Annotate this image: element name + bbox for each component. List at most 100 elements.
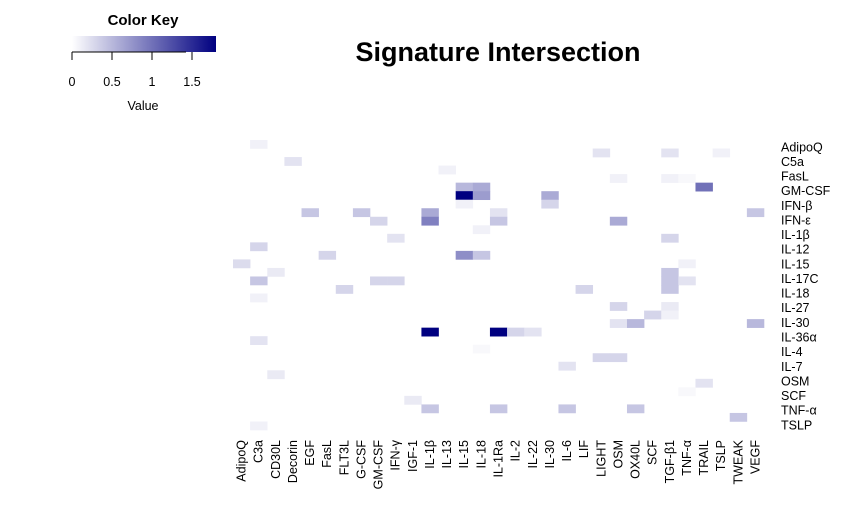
color-key-xlabel: Value [127, 99, 158, 113]
heatmap-cell [489, 327, 508, 337]
heatmap-cell [455, 182, 474, 192]
column-labels: AdipoQ C3a CD30L Decorin EGF FasL FLT3L G-CSF GM… [235, 439, 763, 489]
column-label: SCF [646, 440, 660, 465]
column-label: TGF-β1 [663, 440, 677, 483]
row-label: IL-27 [781, 301, 810, 315]
heatmap-cell [301, 208, 319, 218]
heatmap-cell [695, 182, 713, 192]
heatmap-cell [250, 242, 268, 252]
column-label: IL-1Ra [492, 440, 506, 478]
color-key-ticks: 0 0.5 1 1.5 [69, 52, 201, 89]
heatmap-cell [489, 216, 508, 226]
heatmap-cell [609, 353, 628, 363]
row-label: IL-36α [781, 331, 817, 345]
heatmap-cell [592, 148, 611, 158]
heatmap-cell [695, 378, 713, 388]
heatmap-cell [250, 336, 268, 346]
heatmap-cell [352, 208, 371, 218]
color-key-tick-label: 1.5 [183, 75, 200, 89]
heatmap-cell [421, 404, 439, 414]
column-label: IFN-γ [389, 439, 403, 470]
row-label: IL-12 [781, 243, 810, 257]
heatmap-cell [575, 285, 594, 294]
heatmap-cell [250, 293, 268, 303]
heatmap-cell [558, 404, 576, 414]
row-label: C5a [781, 155, 804, 169]
row-label: IL-4 [781, 345, 803, 359]
column-label: FasL [320, 440, 334, 468]
heatmap-cell [472, 225, 491, 235]
column-label: TWEAK [731, 439, 745, 484]
heatmap-cell [370, 276, 388, 286]
row-labels: AdipoQC5aFasLGM-CSFIFN-βIFN-εIL-1βIL-12I… [781, 140, 831, 432]
column-label: TRAIL [697, 440, 711, 475]
row-label: IL-15 [781, 257, 810, 271]
column-label: IL-6 [560, 440, 574, 462]
column-label: C3a [252, 440, 266, 463]
column-label: IL-22 [526, 440, 540, 469]
heatmap-cell [455, 250, 474, 260]
column-label: TSLP [714, 440, 728, 471]
heatmap-cell [729, 412, 748, 422]
heatmap-cell [267, 370, 285, 380]
heatmap-cell [472, 191, 491, 201]
heatmap-cell [661, 174, 679, 183]
column-label: IGF-1 [406, 440, 420, 472]
heatmap-cell [678, 259, 696, 269]
heatmap-cell [387, 276, 405, 286]
chart-title: Signature Intersection [355, 37, 640, 67]
heatmap-cell [746, 208, 765, 218]
heatmap-cell [678, 174, 696, 183]
row-label: TNF-α [781, 404, 817, 418]
heatmap-cell [661, 267, 679, 277]
heatmap-cell [284, 157, 302, 166]
column-label: OSM [611, 440, 625, 468]
row-label: IL-18 [781, 287, 810, 301]
heatmap-cell [661, 310, 679, 320]
color-key: Color Key 0 0.5 1 1.5 Value [69, 12, 216, 113]
color-key-tick-label: 1 [149, 75, 156, 89]
column-label: GM-CSF [372, 440, 386, 490]
heatmap-cell [609, 216, 628, 226]
heatmap-cell [370, 216, 388, 226]
row-label: IFN-β [781, 199, 813, 213]
row-label: TSLP [781, 418, 812, 432]
heatmap-cell [421, 216, 439, 226]
heatmap-cell [472, 344, 491, 354]
heatmap-cell [746, 319, 765, 328]
row-label: SCF [781, 389, 806, 403]
column-label: FLT3L [337, 440, 351, 475]
heatmap-cell [472, 250, 491, 260]
column-label: LIF [577, 440, 591, 458]
heatmap-cell [524, 327, 542, 337]
heatmap-cell [233, 259, 251, 269]
heatmap-cell [592, 353, 611, 363]
heatmap-cell [318, 250, 337, 260]
row-label: FasL [781, 170, 809, 184]
heatmap-cell [404, 395, 422, 405]
heatmap-cell [455, 191, 474, 201]
heatmap-cell [541, 199, 559, 209]
heatmap-cell [472, 182, 491, 192]
column-label: Decorin [286, 440, 300, 483]
column-label: IL-1β [423, 440, 437, 469]
heatmap-cell [609, 319, 628, 328]
row-label: IL-1β [781, 228, 810, 242]
row-label: IL-7 [781, 360, 803, 374]
heatmap-cell [644, 310, 662, 320]
heatmap-cell [609, 302, 628, 311]
row-label: IL-17C [781, 272, 819, 286]
heatmap-cell [661, 233, 679, 243]
heatmap-cell [661, 285, 679, 294]
column-label: TNF-α [680, 440, 694, 476]
column-label: G-CSF [354, 440, 368, 479]
column-label: VEGF [748, 440, 762, 474]
column-label: IL-15 [457, 440, 471, 469]
column-label: OX40L [629, 440, 643, 479]
heatmap-cell [678, 276, 696, 286]
color-key-tick-label: 0.5 [103, 75, 120, 89]
heatmap-cell [421, 327, 439, 337]
color-key-tick-label: 0 [69, 75, 76, 89]
row-label: OSM [781, 374, 809, 388]
